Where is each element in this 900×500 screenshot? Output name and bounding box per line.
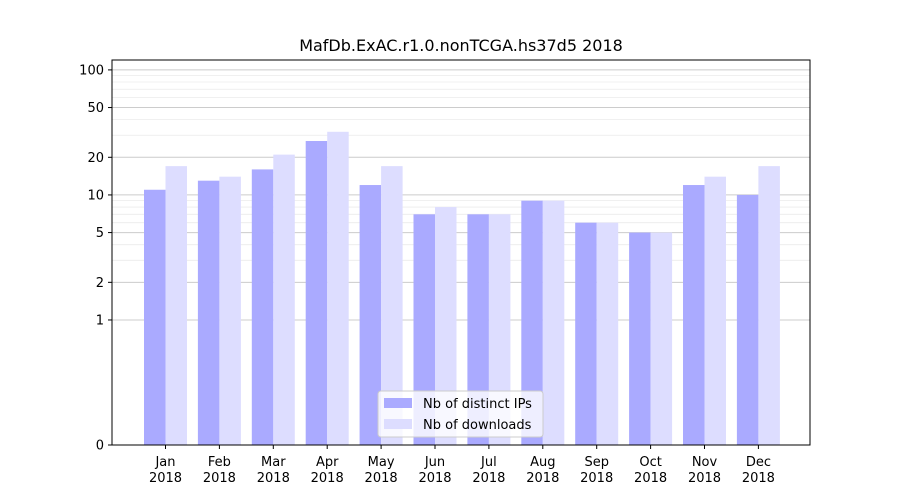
y-tick-label: 5 bbox=[96, 226, 104, 241]
x-axis: Jan2018Feb2018Mar2018Apr2018May2018Jun20… bbox=[149, 445, 775, 486]
bar bbox=[758, 166, 780, 445]
bar bbox=[305, 140, 328, 445]
bar bbox=[575, 222, 597, 445]
x-tick-label-year: 2018 bbox=[149, 471, 182, 486]
x-tick-label-month: Nov bbox=[692, 455, 718, 470]
bar bbox=[327, 131, 349, 445]
bar bbox=[521, 200, 543, 445]
bar bbox=[413, 214, 435, 445]
x-tick-label-month: Aug bbox=[530, 455, 555, 470]
legend-box bbox=[377, 390, 544, 438]
y-tick-label: 20 bbox=[87, 151, 104, 166]
bar bbox=[273, 154, 295, 446]
bar bbox=[359, 185, 382, 445]
bar bbox=[704, 176, 726, 445]
bar bbox=[435, 207, 457, 445]
bar bbox=[219, 176, 241, 445]
bar bbox=[144, 189, 166, 445]
y-tick-label: 50 bbox=[87, 101, 104, 116]
x-tick-label-year: 2018 bbox=[688, 471, 721, 486]
x-tick-label-year: 2018 bbox=[257, 471, 290, 486]
x-tick-label-month: Jun bbox=[424, 455, 445, 470]
bar bbox=[197, 180, 220, 445]
y-tick-label: 2 bbox=[96, 276, 104, 291]
x-tick-label-year: 2018 bbox=[472, 471, 505, 486]
bars bbox=[144, 131, 780, 446]
bar bbox=[629, 232, 651, 445]
bar bbox=[542, 200, 565, 445]
legend-label: Nb of distinct IPs bbox=[423, 397, 532, 412]
x-tick-label-year: 2018 bbox=[311, 471, 344, 486]
bar bbox=[165, 166, 187, 445]
bar bbox=[488, 214, 511, 445]
legend-label: Nb of downloads bbox=[423, 418, 532, 433]
y-tick-label: 0 bbox=[96, 439, 104, 454]
bar bbox=[650, 232, 673, 445]
y-tick-label: 100 bbox=[79, 63, 104, 78]
x-tick-label-year: 2018 bbox=[580, 471, 613, 486]
x-tick-label-month: Oct bbox=[639, 455, 661, 470]
legend-swatch bbox=[384, 419, 412, 429]
x-tick-label-year: 2018 bbox=[742, 471, 775, 486]
x-tick-label-year: 2018 bbox=[365, 471, 398, 486]
bar bbox=[596, 222, 619, 445]
x-tick-label-month: Sep bbox=[584, 455, 609, 470]
x-tick-label-month: Feb bbox=[208, 455, 231, 470]
legend-swatch bbox=[384, 398, 412, 408]
x-tick-label-year: 2018 bbox=[634, 471, 667, 486]
x-tick-label-month: May bbox=[368, 455, 395, 470]
x-tick-label-year: 2018 bbox=[418, 471, 451, 486]
x-tick-label-month: Dec bbox=[746, 455, 771, 470]
chart-title: MafDb.ExAC.r1.0.nonTCGA.hs37d5 2018 bbox=[299, 36, 623, 55]
x-tick-label-year: 2018 bbox=[526, 471, 559, 486]
y-tick-label: 10 bbox=[87, 188, 104, 203]
x-tick-label-year: 2018 bbox=[203, 471, 236, 486]
bar bbox=[251, 169, 274, 445]
x-tick-label-month: Apr bbox=[316, 455, 339, 470]
legend: Nb of distinct IPs Nb of downloads bbox=[377, 390, 544, 438]
bar bbox=[683, 185, 705, 445]
x-tick-label-month: Jan bbox=[154, 455, 175, 470]
bar bbox=[736, 194, 759, 445]
bar bbox=[381, 166, 403, 445]
x-tick-label-month: Jul bbox=[480, 455, 497, 470]
plot-frame bbox=[111, 59, 811, 446]
bar bbox=[467, 214, 489, 445]
x-tick-label-month: Mar bbox=[261, 455, 286, 470]
y-tick-label: 1 bbox=[96, 313, 104, 328]
y-axis: 0 1 2 5 10 20 50 100 bbox=[79, 63, 112, 454]
